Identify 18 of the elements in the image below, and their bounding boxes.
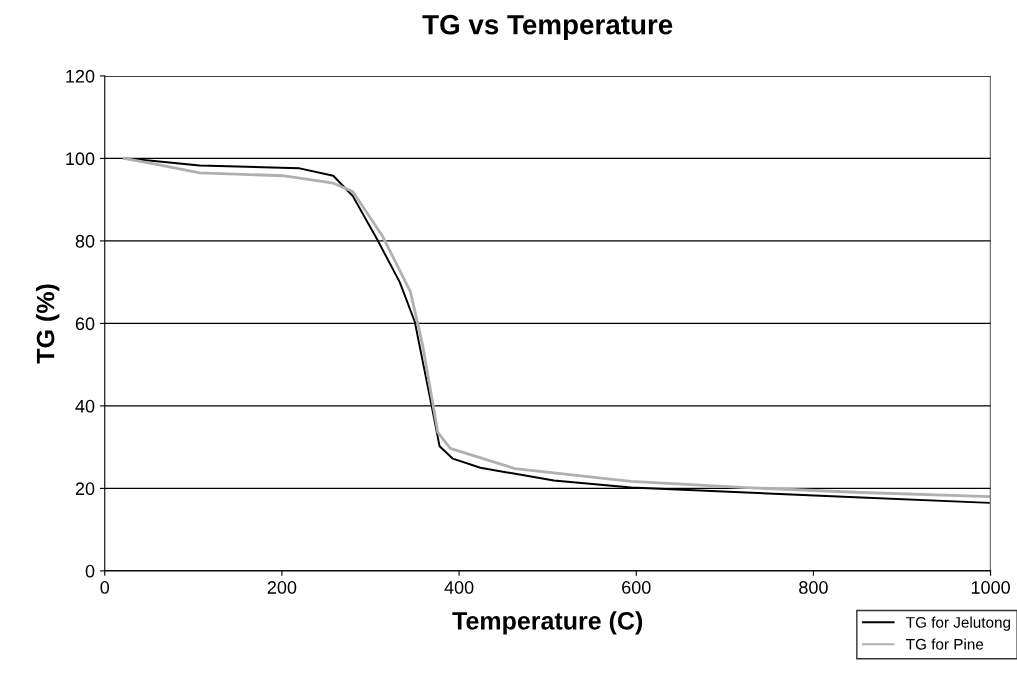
x-axis-title: Temperature (C) [452, 611, 643, 635]
y-tick-label: 60 [75, 317, 95, 331]
x-tick-label: 200 [267, 581, 297, 594]
x-tick-label: 1000 [971, 581, 1010, 594]
x-tick-label: 400 [444, 581, 474, 594]
y-axis-title: TG (%) [36, 284, 60, 364]
y-tick-label: 0 [85, 564, 95, 578]
y-tick-label: 40 [75, 399, 95, 413]
x-tick-label: 0 [100, 581, 110, 594]
chart-title: TG vs Temperature [422, 14, 673, 41]
legend-label: TG for Jelutong [906, 616, 1011, 631]
y-tick-label: 80 [75, 234, 95, 248]
legend-label: TG for Pine [906, 638, 984, 650]
y-tick-label: 20 [75, 482, 95, 496]
x-tick-label: 800 [799, 581, 828, 594]
y-tick-label: 120 [66, 69, 95, 83]
x-tick-label: 600 [622, 581, 651, 594]
y-tick-label: 100 [66, 152, 95, 166]
